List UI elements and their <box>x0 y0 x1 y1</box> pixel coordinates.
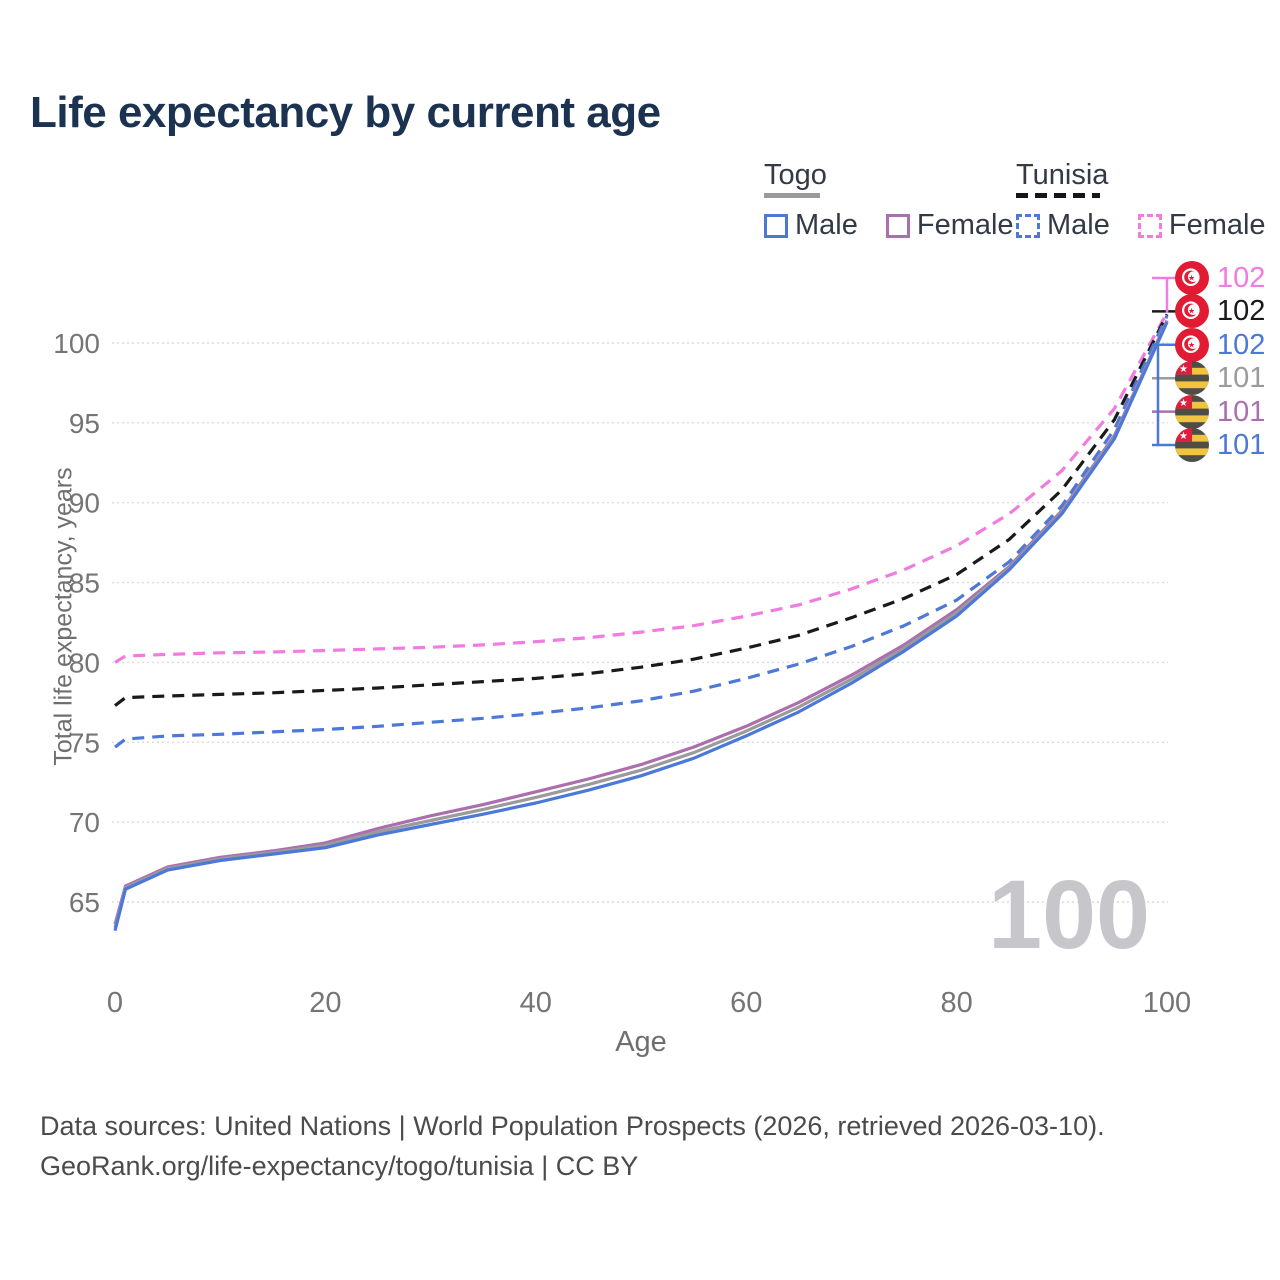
y-tick-label-90: 90 <box>69 488 100 519</box>
y-tick-label-85: 85 <box>69 568 100 599</box>
chart-title: Life expectancy by current age <box>30 88 661 137</box>
legend-chip-tunisia-female[interactable] <box>1137 213 1162 238</box>
legend-togo-solid-rule <box>764 193 820 198</box>
series-line-tunisia-total <box>114 313 1169 707</box>
legend-togo-title: Togo <box>764 160 1042 198</box>
series-line-tunisia-male <box>114 315 1169 749</box>
legend-tunisia-title-text: Tunisia <box>1016 159 1109 191</box>
x-axis-title: Age <box>615 1026 667 1058</box>
legend-chip-tunisia-male[interactable] <box>1016 213 1040 238</box>
legend-label-tunisia-male: Male <box>1047 209 1110 241</box>
x-tick-label-0: 0 <box>107 987 123 1019</box>
footer: Data sources: United Nations | World Pop… <box>40 1106 1105 1186</box>
footer-attribution: GeoRank.org/life-expectancy/togo/tunisia… <box>40 1151 639 1181</box>
x-tick-label-20: 20 <box>309 987 341 1019</box>
y-tick-label-80: 80 <box>69 647 100 678</box>
series-line-togo-female <box>113 319 1169 925</box>
age-counter-watermark: 100 <box>988 860 1150 969</box>
y-tick-label-100: 100 <box>53 328 100 359</box>
footer-data-sources: Data sources: United Nations | World Pop… <box>40 1111 1105 1141</box>
legend-group-tunisia: Tunisia Male Female <box>1016 160 1280 242</box>
legend-label-togo-female: Female <box>916 209 1014 241</box>
series-line-togo-total <box>113 320 1169 929</box>
legend-group-togo: Togo Male Female <box>764 160 1042 242</box>
series-line-togo-male <box>113 321 1169 932</box>
x-tick-label-100: 100 <box>1143 987 1191 1019</box>
x-tick-label-40: 40 <box>520 987 552 1019</box>
series-line-tunisia-female <box>114 311 1169 664</box>
legend-label-tunisia-female: Female <box>1168 209 1266 241</box>
y-tick-label-95: 95 <box>69 408 100 439</box>
legend-chip-togo-male[interactable] <box>764 213 788 238</box>
x-tick-label-80: 80 <box>940 987 972 1019</box>
legend-tunisia-title: Tunisia <box>1016 160 1280 198</box>
legend-label-togo-male: Male <box>795 209 858 241</box>
y-tick-label-65: 65 <box>69 887 100 918</box>
legend-chip-togo-female[interactable] <box>885 213 910 238</box>
y-axis-title: Total life expectancy, years <box>49 467 78 766</box>
legend-togo-title-text: Togo <box>764 159 827 191</box>
x-tick-label-60: 60 <box>730 987 762 1019</box>
y-tick-label-70: 70 <box>69 807 100 838</box>
y-tick-label-75: 75 <box>69 727 100 758</box>
legend-tunisia-dashed-rule <box>1016 193 1100 198</box>
